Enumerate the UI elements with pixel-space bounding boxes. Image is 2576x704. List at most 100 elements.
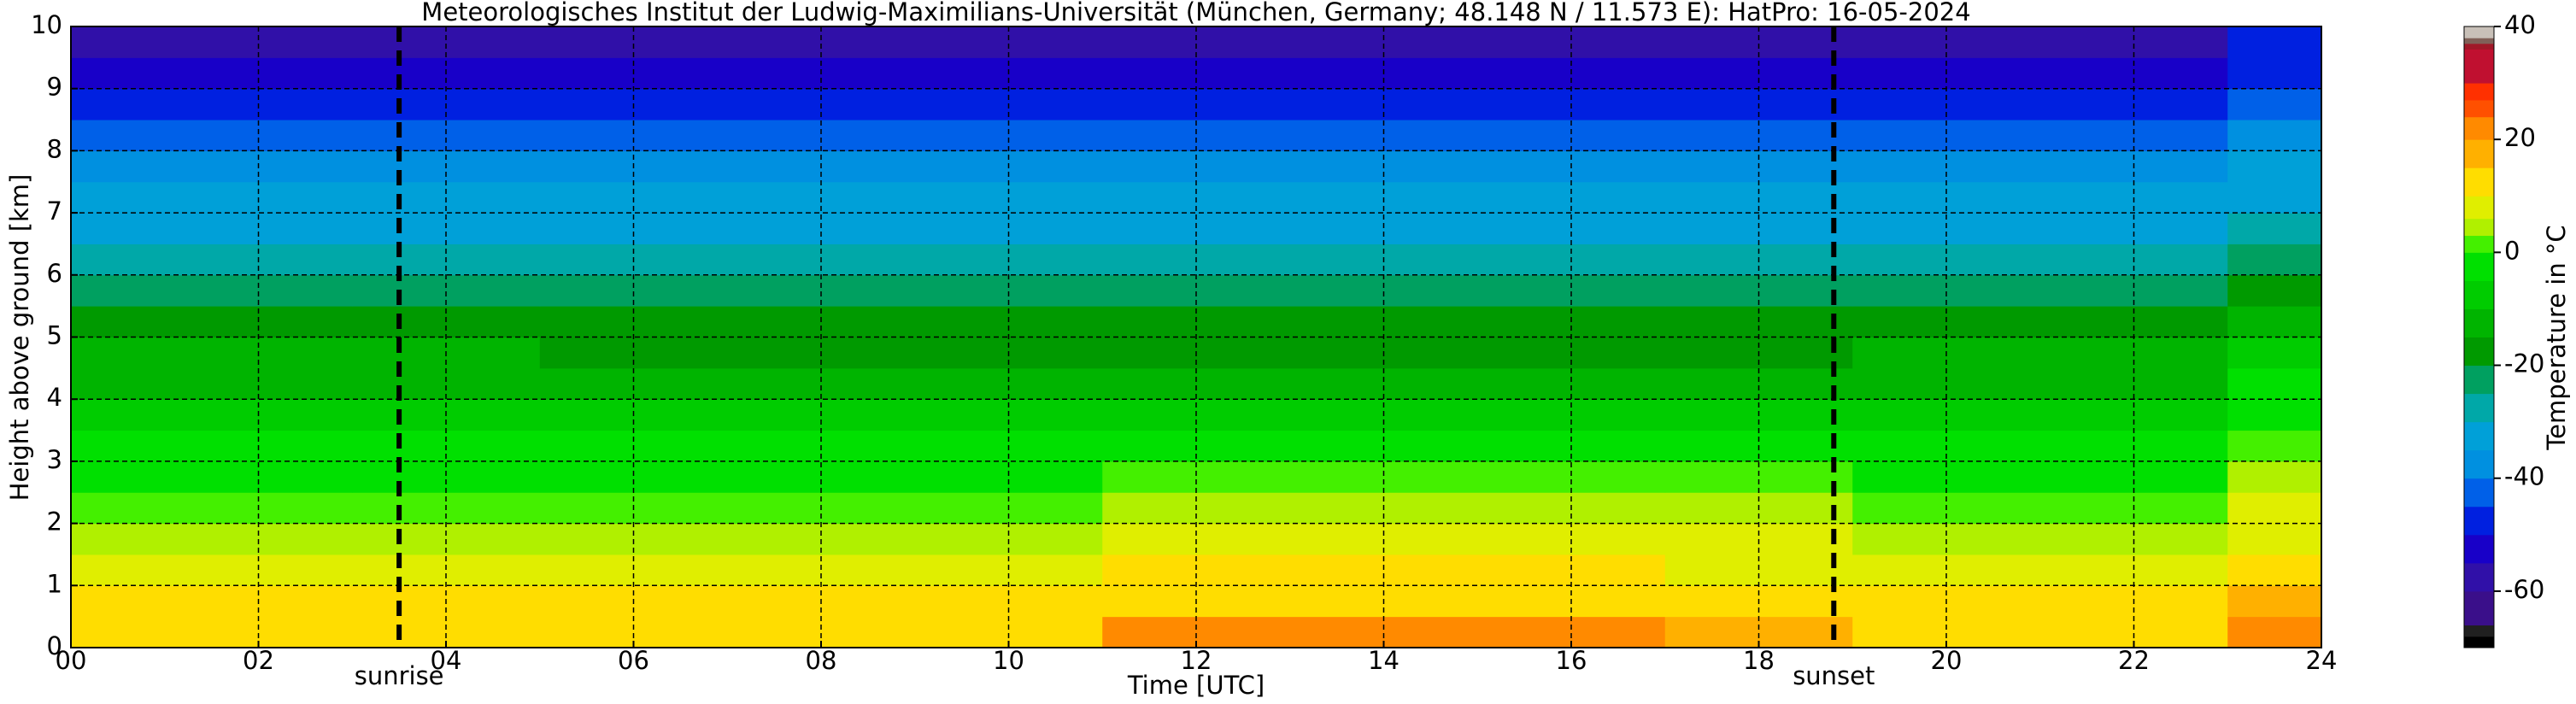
heatmap-cell: [1852, 57, 2228, 90]
heatmap-cell: [2227, 367, 2322, 400]
heatmap-cell: [2227, 461, 2322, 493]
heatmap-cell: [1852, 585, 2228, 618]
y-tick-label: 10: [31, 10, 62, 39]
heatmap-cell: [71, 306, 353, 337]
colorbar-segment: [2464, 167, 2494, 197]
colorbar-segment: [2464, 534, 2494, 564]
y-tick-label: 5: [47, 321, 62, 350]
colorbar-segment: [2464, 218, 2494, 237]
colorbar-segment: [2464, 365, 2494, 395]
heatmap-cell: [1852, 523, 2228, 555]
x-tick-label: 04: [431, 646, 462, 675]
heatmap-cell: [1852, 120, 2228, 151]
heatmap-cell: [1852, 616, 2228, 648]
heatmap-cell: [2227, 616, 2322, 648]
heatmap-cell: [1852, 213, 2228, 244]
heatmap-cell: [71, 120, 353, 151]
heatmap-cell: [1852, 243, 2228, 276]
colorbar-segment: [2464, 26, 2494, 38]
colorbar-segment: [2464, 636, 2494, 648]
heatmap-cell: [2227, 26, 2322, 58]
heatmap-cell: [1852, 554, 2228, 586]
heatmap-cell: [2227, 430, 2322, 462]
heatmap-cell: [71, 461, 353, 493]
heatmap-cell: [2227, 399, 2322, 431]
heatmap-cell: [1852, 150, 2228, 183]
heatmap-cell: [1852, 461, 2228, 493]
y-axis-label: Height above ground [km]: [5, 174, 34, 502]
heatmap-cell: [71, 274, 353, 307]
heatmap-cell: [2227, 523, 2322, 555]
heatmap-cell: [71, 554, 353, 586]
colorbar-segment: [2464, 562, 2494, 592]
heatmap-cell: [1852, 430, 2228, 462]
colorbar-segment: [2464, 235, 2494, 253]
chart-title: Meteorologisches Institut der Ludwig-Max…: [421, 0, 1970, 26]
heatmap-cell: [1852, 306, 2228, 337]
heatmap-cell: [2227, 585, 2322, 618]
heatmap-cell: [2227, 306, 2322, 337]
colorbar-segment: [2464, 116, 2494, 140]
heatmap-cell: [71, 26, 353, 58]
heatmap-cell: [2227, 274, 2322, 307]
heatmap-cell: [71, 430, 353, 462]
heatmap-cell: [2227, 88, 2322, 120]
heatmap-cell: [71, 243, 353, 276]
annotation-label: sunset: [1793, 661, 1875, 690]
heatmap-cell: [71, 399, 353, 431]
heatmap-cell: [71, 523, 353, 555]
colorbar-segment: [2464, 99, 2494, 118]
x-axis-label: Time [UTC]: [1127, 671, 1265, 700]
colorbar-segment: [2464, 83, 2494, 101]
x-tick-label: 06: [618, 646, 649, 675]
colorbar-tick-label: -20: [2504, 349, 2544, 378]
x-tick-label: 16: [1556, 646, 1587, 675]
plot-frame: [70, 26, 2322, 648]
colorbar-segment: [2464, 38, 2494, 44]
heatmap-cell: [71, 616, 353, 648]
colorbar-tick-label: -60: [2504, 575, 2544, 604]
colorbar-tick-label: 20: [2504, 123, 2536, 152]
y-tick-label: 9: [47, 73, 62, 102]
heatmap-cell: [2227, 492, 2322, 525]
colorbar-segment: [2464, 421, 2494, 451]
colorbar-segment: [2464, 43, 2494, 50]
colorbar-segment: [2464, 252, 2494, 281]
x-tick-label: 18: [1743, 646, 1775, 675]
x-tick-label: 00: [56, 646, 87, 675]
colorbar-segment: [2464, 308, 2494, 337]
y-tick-label: 2: [47, 507, 62, 537]
colorbar-segment: [2464, 506, 2494, 536]
heatmap-cell: [2227, 181, 2322, 214]
heatmap-cell: [71, 150, 353, 183]
heatmap-cell: [71, 337, 353, 369]
heatmap-cell: [1852, 367, 2228, 400]
heatmap-cell: [71, 213, 353, 244]
colorbar-segment: [2464, 449, 2494, 479]
colorbar-tick-label: -40: [2504, 462, 2544, 491]
heatmap-cell: [71, 367, 353, 400]
heatmap-cell: [1852, 492, 2228, 525]
colorbar-tick-label: 40: [2504, 10, 2536, 39]
colorbar-segment: [2464, 393, 2494, 423]
y-tick-label: 4: [47, 383, 62, 412]
heatmap-cell: [2227, 337, 2322, 369]
colorbar-segment: [2464, 478, 2494, 507]
colorbar-segment: [2464, 337, 2494, 367]
colorbar-segment: [2464, 49, 2494, 84]
y-tick-label: 3: [47, 445, 62, 474]
heatmap-cell: [1852, 337, 2228, 369]
x-tick-label: 20: [1931, 646, 1963, 675]
colorbar-frame: [2463, 26, 2495, 648]
heatmap-cell: [1852, 26, 2228, 58]
y-tick-label: 0: [47, 631, 62, 660]
y-tick-label: 7: [47, 197, 62, 226]
heatmap-cell: [71, 181, 353, 214]
colorbar-segment: [2464, 280, 2494, 309]
heatmap-cell: [2227, 213, 2322, 244]
annotation-label: sunrise: [355, 661, 444, 690]
heatmap-cell: [1852, 88, 2228, 120]
y-tick-label: 8: [47, 134, 62, 163]
x-tick-label: 10: [993, 646, 1024, 675]
